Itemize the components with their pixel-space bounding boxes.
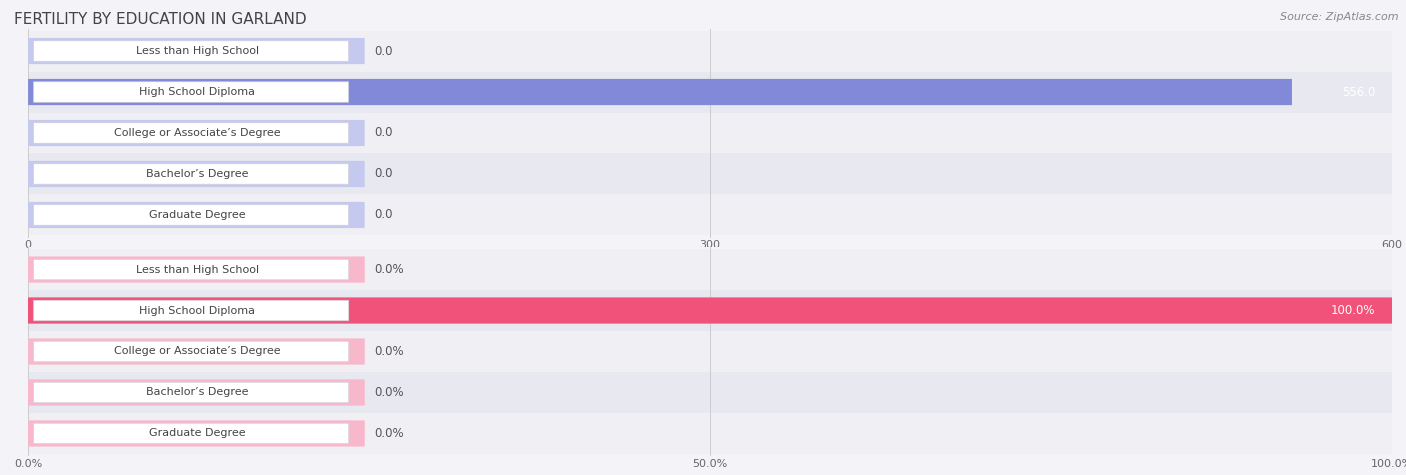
FancyBboxPatch shape (28, 120, 364, 146)
FancyBboxPatch shape (28, 380, 364, 406)
FancyBboxPatch shape (28, 290, 1392, 331)
Text: 0.0%: 0.0% (374, 345, 404, 358)
FancyBboxPatch shape (28, 202, 364, 228)
FancyBboxPatch shape (28, 79, 1292, 105)
FancyBboxPatch shape (28, 338, 364, 365)
Text: 0.0: 0.0 (374, 209, 392, 221)
FancyBboxPatch shape (28, 249, 1392, 290)
Text: Graduate Degree: Graduate Degree (149, 210, 246, 220)
FancyBboxPatch shape (28, 420, 364, 446)
Text: 0.0: 0.0 (374, 168, 392, 180)
Text: 0.0%: 0.0% (374, 263, 404, 276)
Text: 100.0%: 100.0% (1331, 304, 1375, 317)
Text: 556.0: 556.0 (1343, 86, 1375, 98)
FancyBboxPatch shape (28, 113, 1392, 153)
FancyBboxPatch shape (28, 372, 1392, 413)
FancyBboxPatch shape (34, 423, 349, 444)
FancyBboxPatch shape (34, 164, 349, 184)
FancyBboxPatch shape (34, 123, 349, 143)
Text: FERTILITY BY EDUCATION IN GARLAND: FERTILITY BY EDUCATION IN GARLAND (14, 12, 307, 27)
FancyBboxPatch shape (28, 256, 364, 283)
FancyBboxPatch shape (34, 205, 349, 225)
Text: Source: ZipAtlas.com: Source: ZipAtlas.com (1281, 12, 1399, 22)
FancyBboxPatch shape (34, 341, 349, 362)
Text: 0.0%: 0.0% (374, 427, 404, 440)
Text: High School Diploma: High School Diploma (139, 87, 256, 97)
FancyBboxPatch shape (34, 259, 349, 280)
FancyBboxPatch shape (28, 413, 1392, 454)
FancyBboxPatch shape (28, 30, 1392, 72)
Text: High School Diploma: High School Diploma (139, 305, 256, 315)
Text: College or Associate’s Degree: College or Associate’s Degree (114, 128, 281, 138)
Text: Bachelor’s Degree: Bachelor’s Degree (146, 388, 249, 398)
Text: 0.0: 0.0 (374, 45, 392, 57)
FancyBboxPatch shape (28, 331, 1392, 372)
FancyBboxPatch shape (34, 300, 349, 321)
Text: College or Associate’s Degree: College or Associate’s Degree (114, 346, 281, 357)
Text: 0.0: 0.0 (374, 126, 392, 140)
FancyBboxPatch shape (28, 153, 1392, 194)
Text: Bachelor’s Degree: Bachelor’s Degree (146, 169, 249, 179)
Text: Less than High School: Less than High School (136, 265, 259, 275)
FancyBboxPatch shape (34, 82, 349, 102)
Text: Graduate Degree: Graduate Degree (149, 428, 246, 438)
FancyBboxPatch shape (28, 194, 1392, 236)
FancyBboxPatch shape (34, 41, 349, 61)
FancyBboxPatch shape (28, 72, 1392, 113)
Text: 0.0%: 0.0% (374, 386, 404, 399)
FancyBboxPatch shape (28, 297, 1392, 323)
FancyBboxPatch shape (28, 38, 364, 64)
FancyBboxPatch shape (28, 161, 364, 187)
FancyBboxPatch shape (34, 382, 349, 403)
Text: Less than High School: Less than High School (136, 46, 259, 56)
